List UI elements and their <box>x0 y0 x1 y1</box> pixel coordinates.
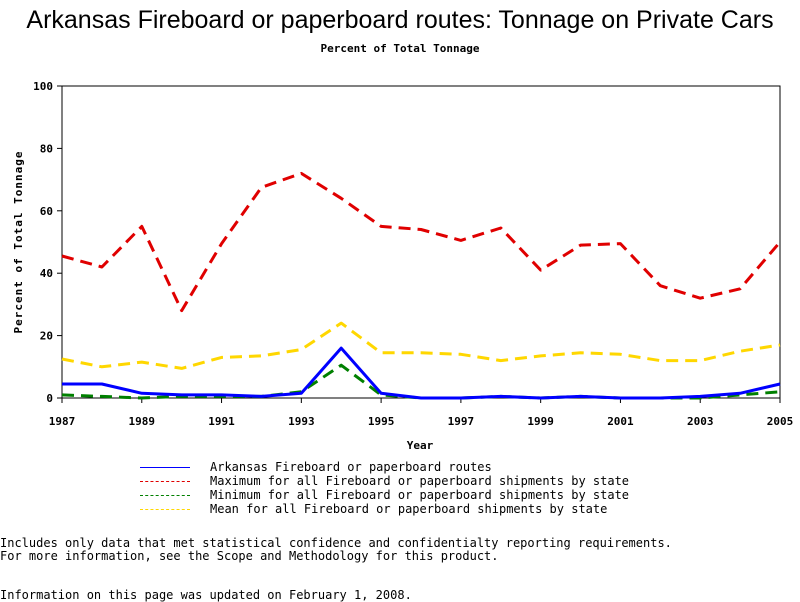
series-line-1 <box>62 173 780 310</box>
legend-entry: Minimum for all Fireboard or paperboard … <box>140 488 629 502</box>
x-tick-label: 2003 <box>687 415 714 428</box>
legend-swatch <box>140 467 190 468</box>
x-axis-label: Year <box>407 439 434 452</box>
legend-swatch <box>140 509 190 510</box>
y-tick-label: 100 <box>33 80 53 93</box>
legend-label: Maximum for all Fireboard or paperboard … <box>210 474 629 488</box>
legend-swatch <box>140 481 190 482</box>
y-tick-label: 0 <box>46 392 53 405</box>
footnote-confidence: Includes only data that met statistical … <box>0 536 672 550</box>
legend-label: Arkansas Fireboard or paperboard routes <box>210 460 492 474</box>
legend-label: Minimum for all Fireboard or paperboard … <box>210 488 629 502</box>
y-tick-label: 20 <box>40 330 53 343</box>
x-tick-label: 1999 <box>527 415 554 428</box>
x-tick-label: 2005 <box>767 415 794 428</box>
x-tick-label: 1993 <box>288 415 315 428</box>
x-tick-label: 1991 <box>208 415 235 428</box>
legend-label: Mean for all Fireboard or paperboard shi… <box>210 502 607 516</box>
series-line-0 <box>62 348 780 398</box>
x-tick-label: 1987 <box>49 415 76 428</box>
legend-swatch <box>140 495 190 496</box>
x-tick-label: 1997 <box>448 415 475 428</box>
footnote-methodology: For more information, see the Scope and … <box>0 549 499 563</box>
series-line-3 <box>62 323 780 368</box>
legend-entry: Arkansas Fireboard or paperboard routes <box>140 460 629 474</box>
y-axis-label: Percent of Total Tonnage <box>12 151 25 334</box>
legend-entry: Mean for all Fireboard or paperboard shi… <box>140 502 629 516</box>
y-tick-label: 60 <box>40 205 53 218</box>
x-tick-label: 2001 <box>607 415 634 428</box>
line-chart: 0 20 40 60 80 100 1987 1989 1991 1993 1995 1997 1999… <box>0 0 800 460</box>
x-tick-label: 1995 <box>368 415 395 428</box>
x-tick-label: 1989 <box>129 415 156 428</box>
y-tick-label: 40 <box>40 267 53 280</box>
y-tick-label: 80 <box>40 142 53 155</box>
legend-entry: Maximum for all Fireboard or paperboard … <box>140 474 629 488</box>
plot-frame <box>62 86 780 398</box>
